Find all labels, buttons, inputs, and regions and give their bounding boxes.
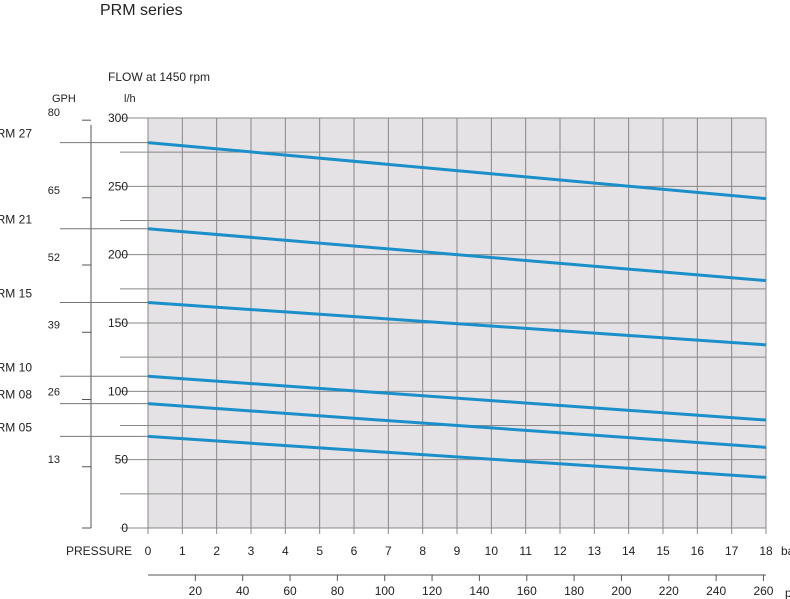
gph-tick-label: 52 xyxy=(48,252,60,264)
series-line xyxy=(147,402,767,449)
psi-tick-label: 20 xyxy=(189,584,203,598)
x-tick-label: 4 xyxy=(282,544,289,558)
gph-tick-label: 13 xyxy=(48,454,60,466)
x-tick-label: 3 xyxy=(248,544,255,558)
gph-tick-label: 80 xyxy=(48,107,60,119)
psi-tick-label: 60 xyxy=(283,584,297,598)
x-tick-label: 13 xyxy=(588,544,602,558)
x-axis-label: PRESSURE xyxy=(66,544,132,558)
y-tick-label: 50 xyxy=(115,453,129,467)
x-tick-label: 15 xyxy=(656,544,670,558)
psi-tick-label: 100 xyxy=(375,584,395,598)
x-tick-label: 1 xyxy=(179,544,186,558)
psi-tick-label: 140 xyxy=(469,584,489,598)
x-tick-label: 11 xyxy=(519,544,532,558)
series-label: PRM 10 xyxy=(0,360,32,374)
series-line xyxy=(147,374,767,422)
x-tick-label: 10 xyxy=(485,544,499,558)
gph-tick-label: 39 xyxy=(48,319,60,331)
series-line xyxy=(147,434,767,479)
series-label: PRM 05 xyxy=(0,420,32,434)
series-label: PRM 21 xyxy=(0,213,32,227)
x-tick-label: 17 xyxy=(725,544,739,558)
x-tick-label: 14 xyxy=(622,544,636,558)
psi-tick-label: 180 xyxy=(564,584,584,598)
x-tick-label: 16 xyxy=(691,544,705,558)
x-tick-label: 9 xyxy=(454,544,461,558)
psi-tick-label: 40 xyxy=(236,584,250,598)
series-line xyxy=(147,141,767,201)
psi-tick-label: 160 xyxy=(517,584,537,598)
y-tick-label: 100 xyxy=(108,384,128,398)
psi-tick-label: 260 xyxy=(753,584,773,598)
y-tick-label: 0 xyxy=(121,521,128,535)
series-label: PRM 27 xyxy=(0,127,32,141)
gph-tick-label: 65 xyxy=(48,185,60,197)
y-tick-label: 150 xyxy=(108,316,128,330)
x-tick-label: 12 xyxy=(553,544,567,558)
x-tick-label: 0 xyxy=(145,544,152,558)
psi-tick-label: 240 xyxy=(706,584,726,598)
gph-tick-label: 26 xyxy=(48,387,60,399)
chart-title: PRM series xyxy=(100,2,183,19)
y-tick-label: 250 xyxy=(108,179,128,193)
y-tick-label: 200 xyxy=(108,248,128,262)
x-tick-label: 6 xyxy=(351,544,358,558)
x-tick-label: 18 xyxy=(759,544,773,558)
series-line xyxy=(147,227,767,283)
psi-tick-label: 80 xyxy=(331,584,345,598)
x2-unit-label: psi xyxy=(785,586,790,599)
series-line xyxy=(147,301,767,347)
lh-axis-label: l/h xyxy=(124,93,136,105)
x-unit-label: bar xyxy=(781,544,790,558)
x-tick-label: 8 xyxy=(419,544,426,558)
series-label: PRM 15 xyxy=(0,287,32,301)
chart-subtitle: FLOW at 1450 rpm xyxy=(108,70,210,84)
x-tick-label: 7 xyxy=(385,544,392,558)
gph-axis-label: GPH xyxy=(52,93,76,105)
x-tick-label: 2 xyxy=(213,544,220,558)
x-tick-label: 5 xyxy=(316,544,323,558)
y-tick-label: 300 xyxy=(108,111,128,125)
psi-tick-label: 120 xyxy=(422,584,442,598)
psi-tick-label: 220 xyxy=(659,584,679,598)
psi-tick-label: 200 xyxy=(611,584,631,598)
series-label: PRM 08 xyxy=(0,388,32,402)
